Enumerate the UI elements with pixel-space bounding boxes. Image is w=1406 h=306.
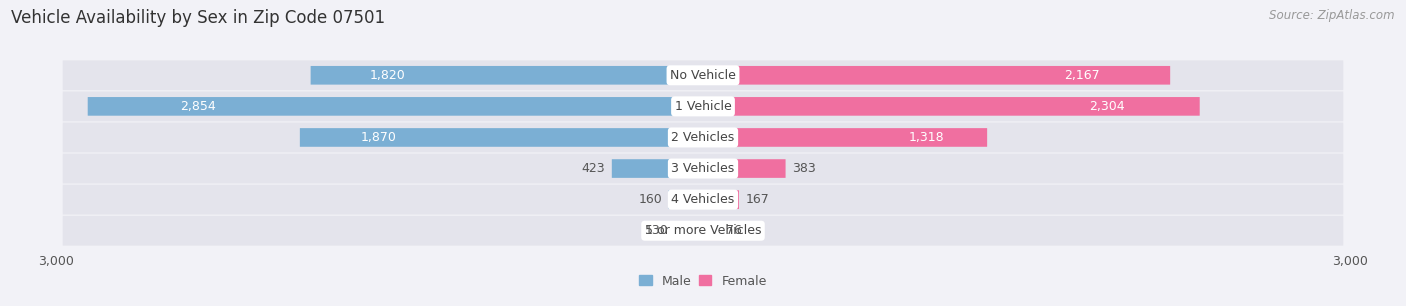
Text: 2,167: 2,167 bbox=[1064, 69, 1099, 82]
FancyBboxPatch shape bbox=[703, 221, 720, 240]
Text: 4 Vehicles: 4 Vehicles bbox=[672, 193, 734, 206]
FancyBboxPatch shape bbox=[63, 60, 1343, 90]
FancyBboxPatch shape bbox=[703, 66, 1170, 85]
Text: 3 Vehicles: 3 Vehicles bbox=[672, 162, 734, 175]
FancyBboxPatch shape bbox=[703, 190, 740, 209]
Text: 2,304: 2,304 bbox=[1090, 100, 1125, 113]
Text: 5 or more Vehicles: 5 or more Vehicles bbox=[645, 224, 761, 237]
FancyBboxPatch shape bbox=[675, 221, 703, 240]
Text: 76: 76 bbox=[725, 224, 742, 237]
FancyBboxPatch shape bbox=[703, 159, 786, 178]
Text: 160: 160 bbox=[638, 193, 662, 206]
FancyBboxPatch shape bbox=[63, 154, 1343, 184]
Text: 1,318: 1,318 bbox=[908, 131, 945, 144]
FancyBboxPatch shape bbox=[703, 128, 987, 147]
Text: 2 Vehicles: 2 Vehicles bbox=[672, 131, 734, 144]
FancyBboxPatch shape bbox=[612, 159, 703, 178]
FancyBboxPatch shape bbox=[63, 122, 1343, 152]
FancyBboxPatch shape bbox=[703, 97, 1199, 116]
Text: 2,854: 2,854 bbox=[180, 100, 215, 113]
Text: 423: 423 bbox=[582, 162, 606, 175]
FancyBboxPatch shape bbox=[299, 128, 703, 147]
Text: 383: 383 bbox=[792, 162, 815, 175]
Text: 1,820: 1,820 bbox=[370, 69, 405, 82]
Text: 1,870: 1,870 bbox=[360, 131, 396, 144]
Text: 130: 130 bbox=[645, 224, 668, 237]
FancyBboxPatch shape bbox=[63, 91, 1343, 121]
FancyBboxPatch shape bbox=[87, 97, 703, 116]
Text: No Vehicle: No Vehicle bbox=[671, 69, 735, 82]
Text: Vehicle Availability by Sex in Zip Code 07501: Vehicle Availability by Sex in Zip Code … bbox=[11, 9, 385, 27]
Text: Source: ZipAtlas.com: Source: ZipAtlas.com bbox=[1270, 9, 1395, 22]
FancyBboxPatch shape bbox=[311, 66, 703, 85]
Text: 1 Vehicle: 1 Vehicle bbox=[675, 100, 731, 113]
Text: 167: 167 bbox=[745, 193, 769, 206]
Legend: Male, Female: Male, Female bbox=[640, 275, 766, 288]
FancyBboxPatch shape bbox=[63, 216, 1343, 246]
FancyBboxPatch shape bbox=[668, 190, 703, 209]
FancyBboxPatch shape bbox=[63, 185, 1343, 215]
